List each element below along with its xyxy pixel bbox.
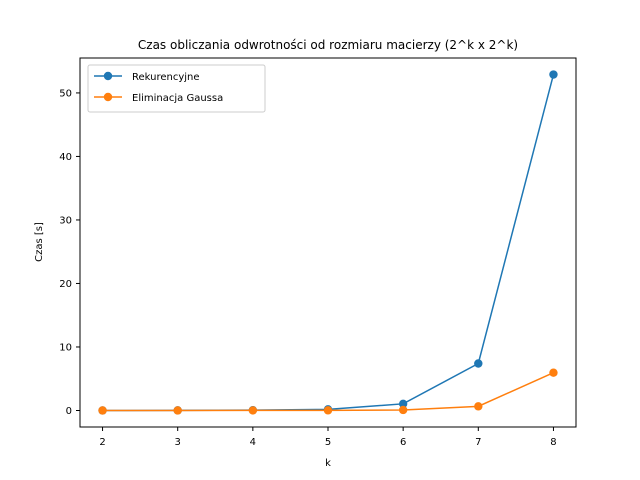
y-tick-label: 0 (66, 406, 72, 417)
legend-label: Rekurencyjne (132, 72, 200, 83)
legend-box (87, 64, 266, 113)
series-2 (98, 368, 558, 415)
data-point (549, 70, 558, 79)
legend: Rekurencyjne Eliminacja Gaussa (87, 64, 266, 113)
x-tick-label: 3 (175, 437, 181, 448)
data-point (398, 399, 408, 409)
series-layer (98, 70, 558, 415)
x-axis-label: k (325, 458, 331, 469)
y-tick-label: 30 (59, 215, 72, 226)
x-tick-label: 5 (325, 437, 331, 448)
data-point (248, 406, 258, 415)
data-point (474, 359, 483, 368)
y-axis-label: Czas [s] (34, 222, 45, 262)
y-tick-label: 20 (59, 279, 72, 290)
data-point (323, 406, 333, 415)
data-point (549, 368, 558, 377)
x-tick-label: 7 (475, 437, 481, 448)
y-tick-label: 50 (59, 88, 72, 99)
legend-marker (103, 71, 113, 81)
x-tick-label: 8 (550, 437, 556, 448)
data-point (173, 406, 182, 415)
legend-item: Eliminacja Gaussa (94, 92, 223, 104)
data-point (398, 405, 408, 415)
chart-title: Czas obliczania odwrotności od rozmiaru … (138, 38, 518, 52)
data-point (98, 406, 107, 415)
x-tick-label: 6 (400, 437, 406, 448)
legend-item: Rekurencyjne (94, 71, 200, 83)
legend-label: Eliminacja Gaussa (132, 93, 223, 104)
y-tick-label: 40 (59, 152, 72, 163)
legend-marker (103, 92, 113, 102)
data-point (474, 402, 483, 411)
x-axis-ticks: 2 3 4 5 6 7 8 (99, 427, 557, 448)
x-tick-label: 4 (250, 437, 256, 448)
x-tick-label: 2 (99, 437, 105, 448)
y-tick-label: 10 (59, 342, 72, 353)
y-axis-ticks: 0 10 20 30 40 50 (59, 88, 80, 417)
